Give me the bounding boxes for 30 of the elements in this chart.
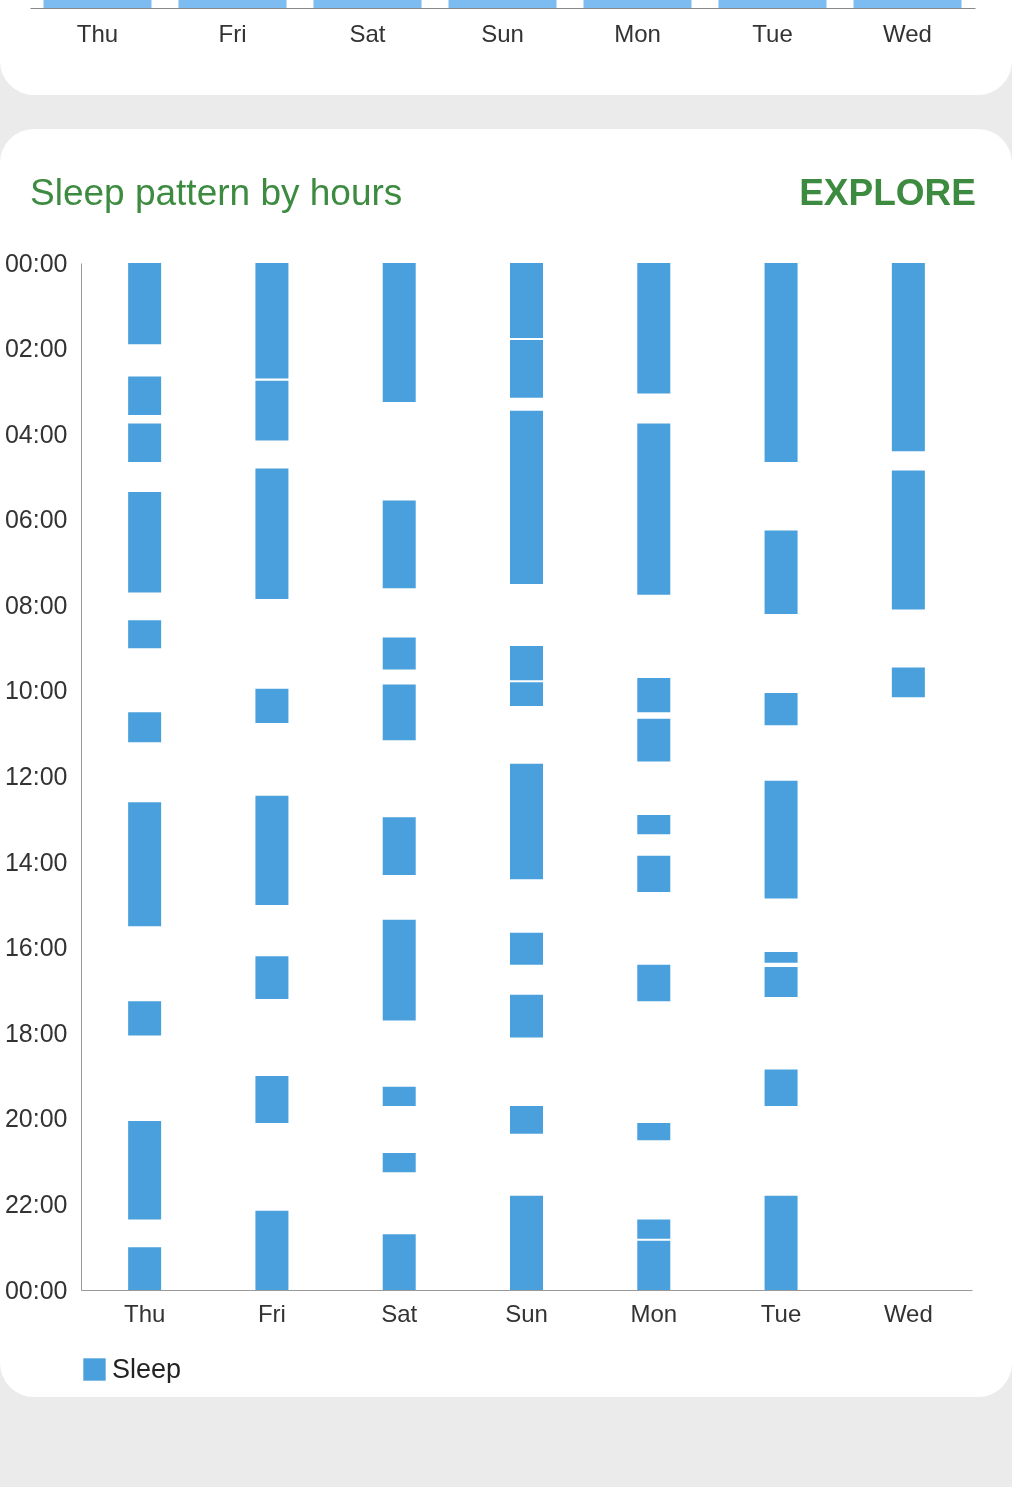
- x-tick-label: Sun: [481, 19, 524, 47]
- x-tick-label: Tue: [752, 19, 793, 47]
- y-tick-label: 10:00: [4, 676, 68, 705]
- x-tick-label: Sat: [349, 19, 386, 47]
- x-tick-label: Fri: [218, 19, 247, 47]
- y-tick-label: 00:00: [4, 248, 68, 277]
- x-tick-label: Thu: [123, 1299, 166, 1327]
- legend-label: Sleep: [112, 1353, 182, 1384]
- chart-title: Sleep pattern by hours: [30, 172, 403, 214]
- x-tick-label: Mon: [614, 19, 661, 47]
- y-tick-label: 16:00: [4, 933, 68, 962]
- y-tick-label: 00:00: [4, 1275, 68, 1304]
- x-tick-label: Fri: [257, 1299, 286, 1327]
- y-tick-label: 12:00: [4, 762, 68, 790]
- x-tick-label: Tue: [760, 1299, 802, 1327]
- x-tick-label: Sun: [505, 1299, 548, 1327]
- y-tick-label: 20:00: [4, 1104, 68, 1133]
- x-tick-label: Thu: [76, 19, 119, 47]
- x-tick-label: Wed: [883, 19, 932, 47]
- y-tick-label: 02:00: [4, 334, 68, 363]
- x-tick-label: Wed: [883, 1299, 933, 1327]
- y-tick-label: 18:00: [4, 1018, 68, 1047]
- text: EXPLORE: [799, 172, 976, 214]
- x-tick-label: Mon: [630, 1299, 678, 1327]
- y-tick-label: 04:00: [4, 419, 68, 448]
- y-tick-label: 22:00: [4, 1189, 68, 1218]
- y-tick-label: 08:00: [4, 590, 68, 619]
- x-tick-label: Sat: [381, 1299, 418, 1327]
- y-tick-label: 06:00: [4, 505, 68, 534]
- y-tick-label: 14:00: [4, 847, 68, 876]
